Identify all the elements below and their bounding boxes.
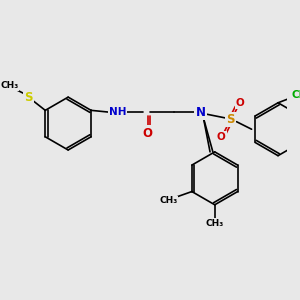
Text: CH₃: CH₃ xyxy=(0,81,19,90)
Text: O: O xyxy=(236,98,244,108)
Text: CH₃: CH₃ xyxy=(206,219,224,228)
Text: N: N xyxy=(196,106,206,119)
Text: NH: NH xyxy=(109,107,126,117)
Text: O: O xyxy=(143,127,153,140)
Text: Cl: Cl xyxy=(291,90,300,100)
Text: S: S xyxy=(226,113,235,126)
Text: S: S xyxy=(24,91,32,103)
Text: O: O xyxy=(217,132,226,142)
Text: CH₃: CH₃ xyxy=(159,196,177,206)
